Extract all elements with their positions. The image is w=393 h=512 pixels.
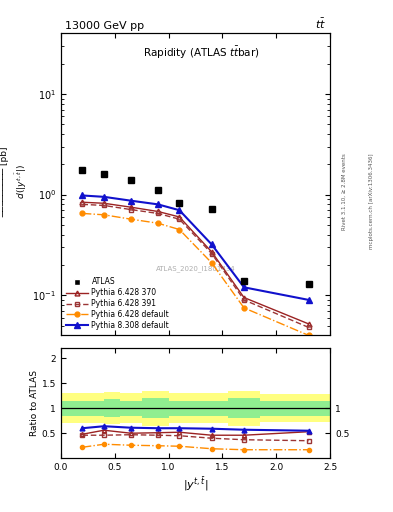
Pythia 6.428 370: [156, 208, 160, 215]
Pythia 8.308 default: [102, 194, 107, 200]
ATLAS: [80, 167, 85, 173]
ATLAS: [242, 278, 246, 284]
Pythia 6.428 391: [177, 216, 182, 222]
Text: Rapidity (ATLAS $t\bar{t}$bar): Rapidity (ATLAS $t\bar{t}$bar): [143, 46, 259, 61]
ATLAS: [129, 177, 133, 183]
Pythia 6.428 370: [102, 200, 107, 206]
Text: 13000 GeV pp: 13000 GeV pp: [65, 20, 144, 31]
Pythia 6.428 391: [242, 297, 246, 303]
Pythia 8.308 default: [156, 201, 160, 207]
Pythia 6.428 391: [209, 250, 214, 257]
X-axis label: $|y^{t,\bar{t}}|$: $|y^{t,\bar{t}}|$: [183, 475, 208, 493]
Pythia 6.428 391: [129, 206, 133, 212]
Text: ATLAS_2020_I1801434: ATLAS_2020_I1801434: [156, 266, 235, 272]
Pythia 8.308 default: [177, 207, 182, 214]
Line: Pythia 6.428 370: Pythia 6.428 370: [80, 200, 311, 326]
Pythia 6.428 370: [129, 204, 133, 210]
Text: Rivet 3.1.10, ≥ 2.8M events: Rivet 3.1.10, ≥ 2.8M events: [342, 154, 346, 230]
ATLAS: [102, 171, 107, 177]
ATLAS: [156, 187, 160, 194]
Pythia 6.428 391: [80, 201, 85, 207]
Pythia 6.428 370: [209, 249, 214, 255]
Pythia 8.308 default: [306, 297, 311, 303]
Pythia 8.308 default: [209, 241, 214, 247]
Pythia 6.428 default: [129, 216, 133, 222]
Y-axis label: Ratio to ATLAS: Ratio to ATLAS: [30, 370, 39, 436]
Pythia 6.428 370: [177, 214, 182, 220]
ATLAS: [209, 206, 214, 212]
Pythia 6.428 default: [177, 226, 182, 232]
Pythia 6.428 391: [102, 202, 107, 208]
Y-axis label: d    $d\sigma^{t\bar{t}}$
  ───────── [pb]
  $d(|y^{t,\bar{t}}|)$: d $d\sigma^{t\bar{t}}$ ───────── [pb] $d…: [0, 146, 29, 222]
Text: mcplots.cern.ch [arXiv:1306.3436]: mcplots.cern.ch [arXiv:1306.3436]: [369, 154, 374, 249]
Line: Pythia 6.428 391: Pythia 6.428 391: [80, 202, 311, 330]
Text: $t\bar{t}$: $t\bar{t}$: [315, 16, 326, 31]
Pythia 6.428 391: [156, 210, 160, 217]
Pythia 6.428 default: [209, 260, 214, 266]
Legend: ATLAS, Pythia 6.428 370, Pythia 6.428 391, Pythia 6.428 default, Pythia 8.308 de: ATLAS, Pythia 6.428 370, Pythia 6.428 39…: [65, 276, 171, 332]
Pythia 6.428 default: [80, 210, 85, 217]
Pythia 6.428 370: [80, 199, 85, 205]
Pythia 6.428 370: [306, 321, 311, 327]
Pythia 6.428 default: [306, 332, 311, 338]
Pythia 8.308 default: [242, 284, 246, 290]
Pythia 6.428 391: [306, 324, 311, 330]
Pythia 6.428 default: [156, 220, 160, 226]
ATLAS: [177, 200, 182, 206]
Pythia 8.308 default: [129, 198, 133, 204]
Pythia 6.428 370: [242, 294, 246, 301]
Pythia 6.428 default: [102, 212, 107, 218]
Line: Pythia 6.428 default: Pythia 6.428 default: [80, 211, 311, 338]
Pythia 6.428 default: [242, 305, 246, 311]
Line: Pythia 8.308 default: Pythia 8.308 default: [79, 193, 312, 303]
Pythia 8.308 default: [80, 193, 85, 199]
Line: ATLAS: ATLAS: [79, 167, 312, 287]
ATLAS: [306, 281, 311, 287]
